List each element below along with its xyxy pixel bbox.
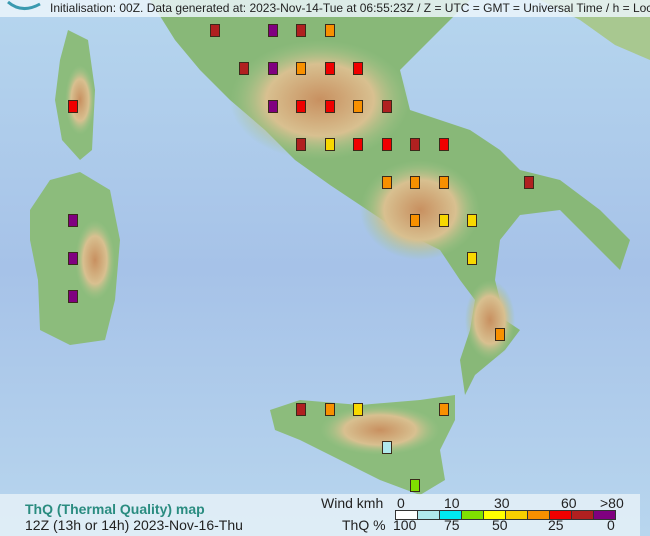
mountains	[465, 280, 515, 360]
thq-marker-yellow[interactable]	[353, 403, 363, 416]
thq-label: ThQ %	[342, 517, 386, 533]
thq-marker-orange[interactable]	[353, 100, 363, 113]
wind-tick: 0	[397, 495, 405, 511]
thq-marker-lightcyan[interactable]	[382, 441, 392, 454]
scale-swatch	[506, 511, 528, 519]
thq-marker-darkred[interactable]	[296, 138, 306, 151]
header-bar: Initialisation: 00Z. Data generated at: …	[0, 0, 650, 17]
legend-title: ThQ (Thermal Quality) map	[25, 501, 205, 517]
thq-marker-red[interactable]	[439, 138, 449, 151]
thq-marker-darkred[interactable]	[410, 138, 420, 151]
thq-marker-red[interactable]	[68, 100, 78, 113]
thq-marker-yellow[interactable]	[439, 214, 449, 227]
thq-marker-purple[interactable]	[68, 290, 78, 303]
thq-marker-purple[interactable]	[68, 252, 78, 265]
wind-tick: 60	[561, 495, 577, 511]
thq-marker-yellow[interactable]	[467, 252, 477, 265]
header-text: Initialisation: 00Z. Data generated at: …	[50, 1, 650, 15]
scale-swatch	[572, 511, 594, 519]
wind-tick: 10	[444, 495, 460, 511]
color-scale	[395, 510, 616, 520]
thq-marker-orange[interactable]	[439, 176, 449, 189]
thq-marker-orange[interactable]	[325, 403, 335, 416]
legend: ThQ (Thermal Quality) map 12Z (13h or 14…	[0, 494, 640, 536]
thq-marker-darkred[interactable]	[210, 24, 220, 37]
thq-marker-red[interactable]	[353, 138, 363, 151]
thq-marker-orange[interactable]	[439, 403, 449, 416]
scale-swatch	[484, 511, 506, 519]
scale-swatch	[440, 511, 462, 519]
thq-marker-darkred[interactable]	[296, 24, 306, 37]
thq-marker-red[interactable]	[325, 100, 335, 113]
thq-tick: 100	[393, 517, 417, 533]
thq-tick: 25	[548, 517, 564, 533]
thq-marker-purple[interactable]	[268, 62, 278, 75]
thq-marker-darkred[interactable]	[239, 62, 249, 75]
thq-marker-orange[interactable]	[296, 62, 306, 75]
legend-subtitle: 12Z (13h or 14h) 2023-Nov-16-Thu	[25, 517, 243, 533]
thq-marker-orange[interactable]	[410, 176, 420, 189]
thq-marker-orange[interactable]	[382, 176, 392, 189]
thq-marker-yellow[interactable]	[467, 214, 477, 227]
thq-marker-orange[interactable]	[325, 24, 335, 37]
thq-marker-orange[interactable]	[495, 328, 505, 341]
thq-tick: 0	[607, 517, 615, 533]
wind-label: Wind kmh	[321, 495, 384, 511]
thq-marker-purple[interactable]	[268, 24, 278, 37]
mountains	[65, 65, 95, 135]
thq-marker-darkred[interactable]	[382, 100, 392, 113]
logo-icon	[7, 0, 41, 10]
thq-marker-darkred[interactable]	[296, 403, 306, 416]
thq-marker-purple[interactable]	[268, 100, 278, 113]
scale-swatch	[418, 511, 440, 519]
mountains	[75, 220, 115, 300]
thq-tick: 50	[492, 517, 508, 533]
thq-marker-red[interactable]	[296, 100, 306, 113]
wind-tick: 30	[494, 495, 510, 511]
thq-tick: 75	[444, 517, 460, 533]
thq-marker-darkred[interactable]	[524, 176, 534, 189]
wind-tick: >80	[600, 495, 624, 511]
thq-marker-yellow[interactable]	[325, 138, 335, 151]
mountains	[320, 405, 440, 455]
scale-swatch	[594, 511, 615, 519]
thq-marker-orange[interactable]	[410, 214, 420, 227]
mountains	[360, 160, 480, 260]
scale-swatch	[528, 511, 550, 519]
thq-marker-purple[interactable]	[68, 214, 78, 227]
forecast-time: 12Z (13h or 14h)	[25, 517, 130, 533]
thq-marker-red[interactable]	[353, 62, 363, 75]
scale-swatch	[462, 511, 484, 519]
thq-marker-red[interactable]	[382, 138, 392, 151]
forecast-date: 2023-Nov-16-Thu	[133, 517, 243, 533]
thq-marker-green[interactable]	[410, 479, 420, 492]
scale-swatch	[550, 511, 572, 519]
thq-marker-red[interactable]	[325, 62, 335, 75]
scale-swatch	[396, 511, 418, 519]
